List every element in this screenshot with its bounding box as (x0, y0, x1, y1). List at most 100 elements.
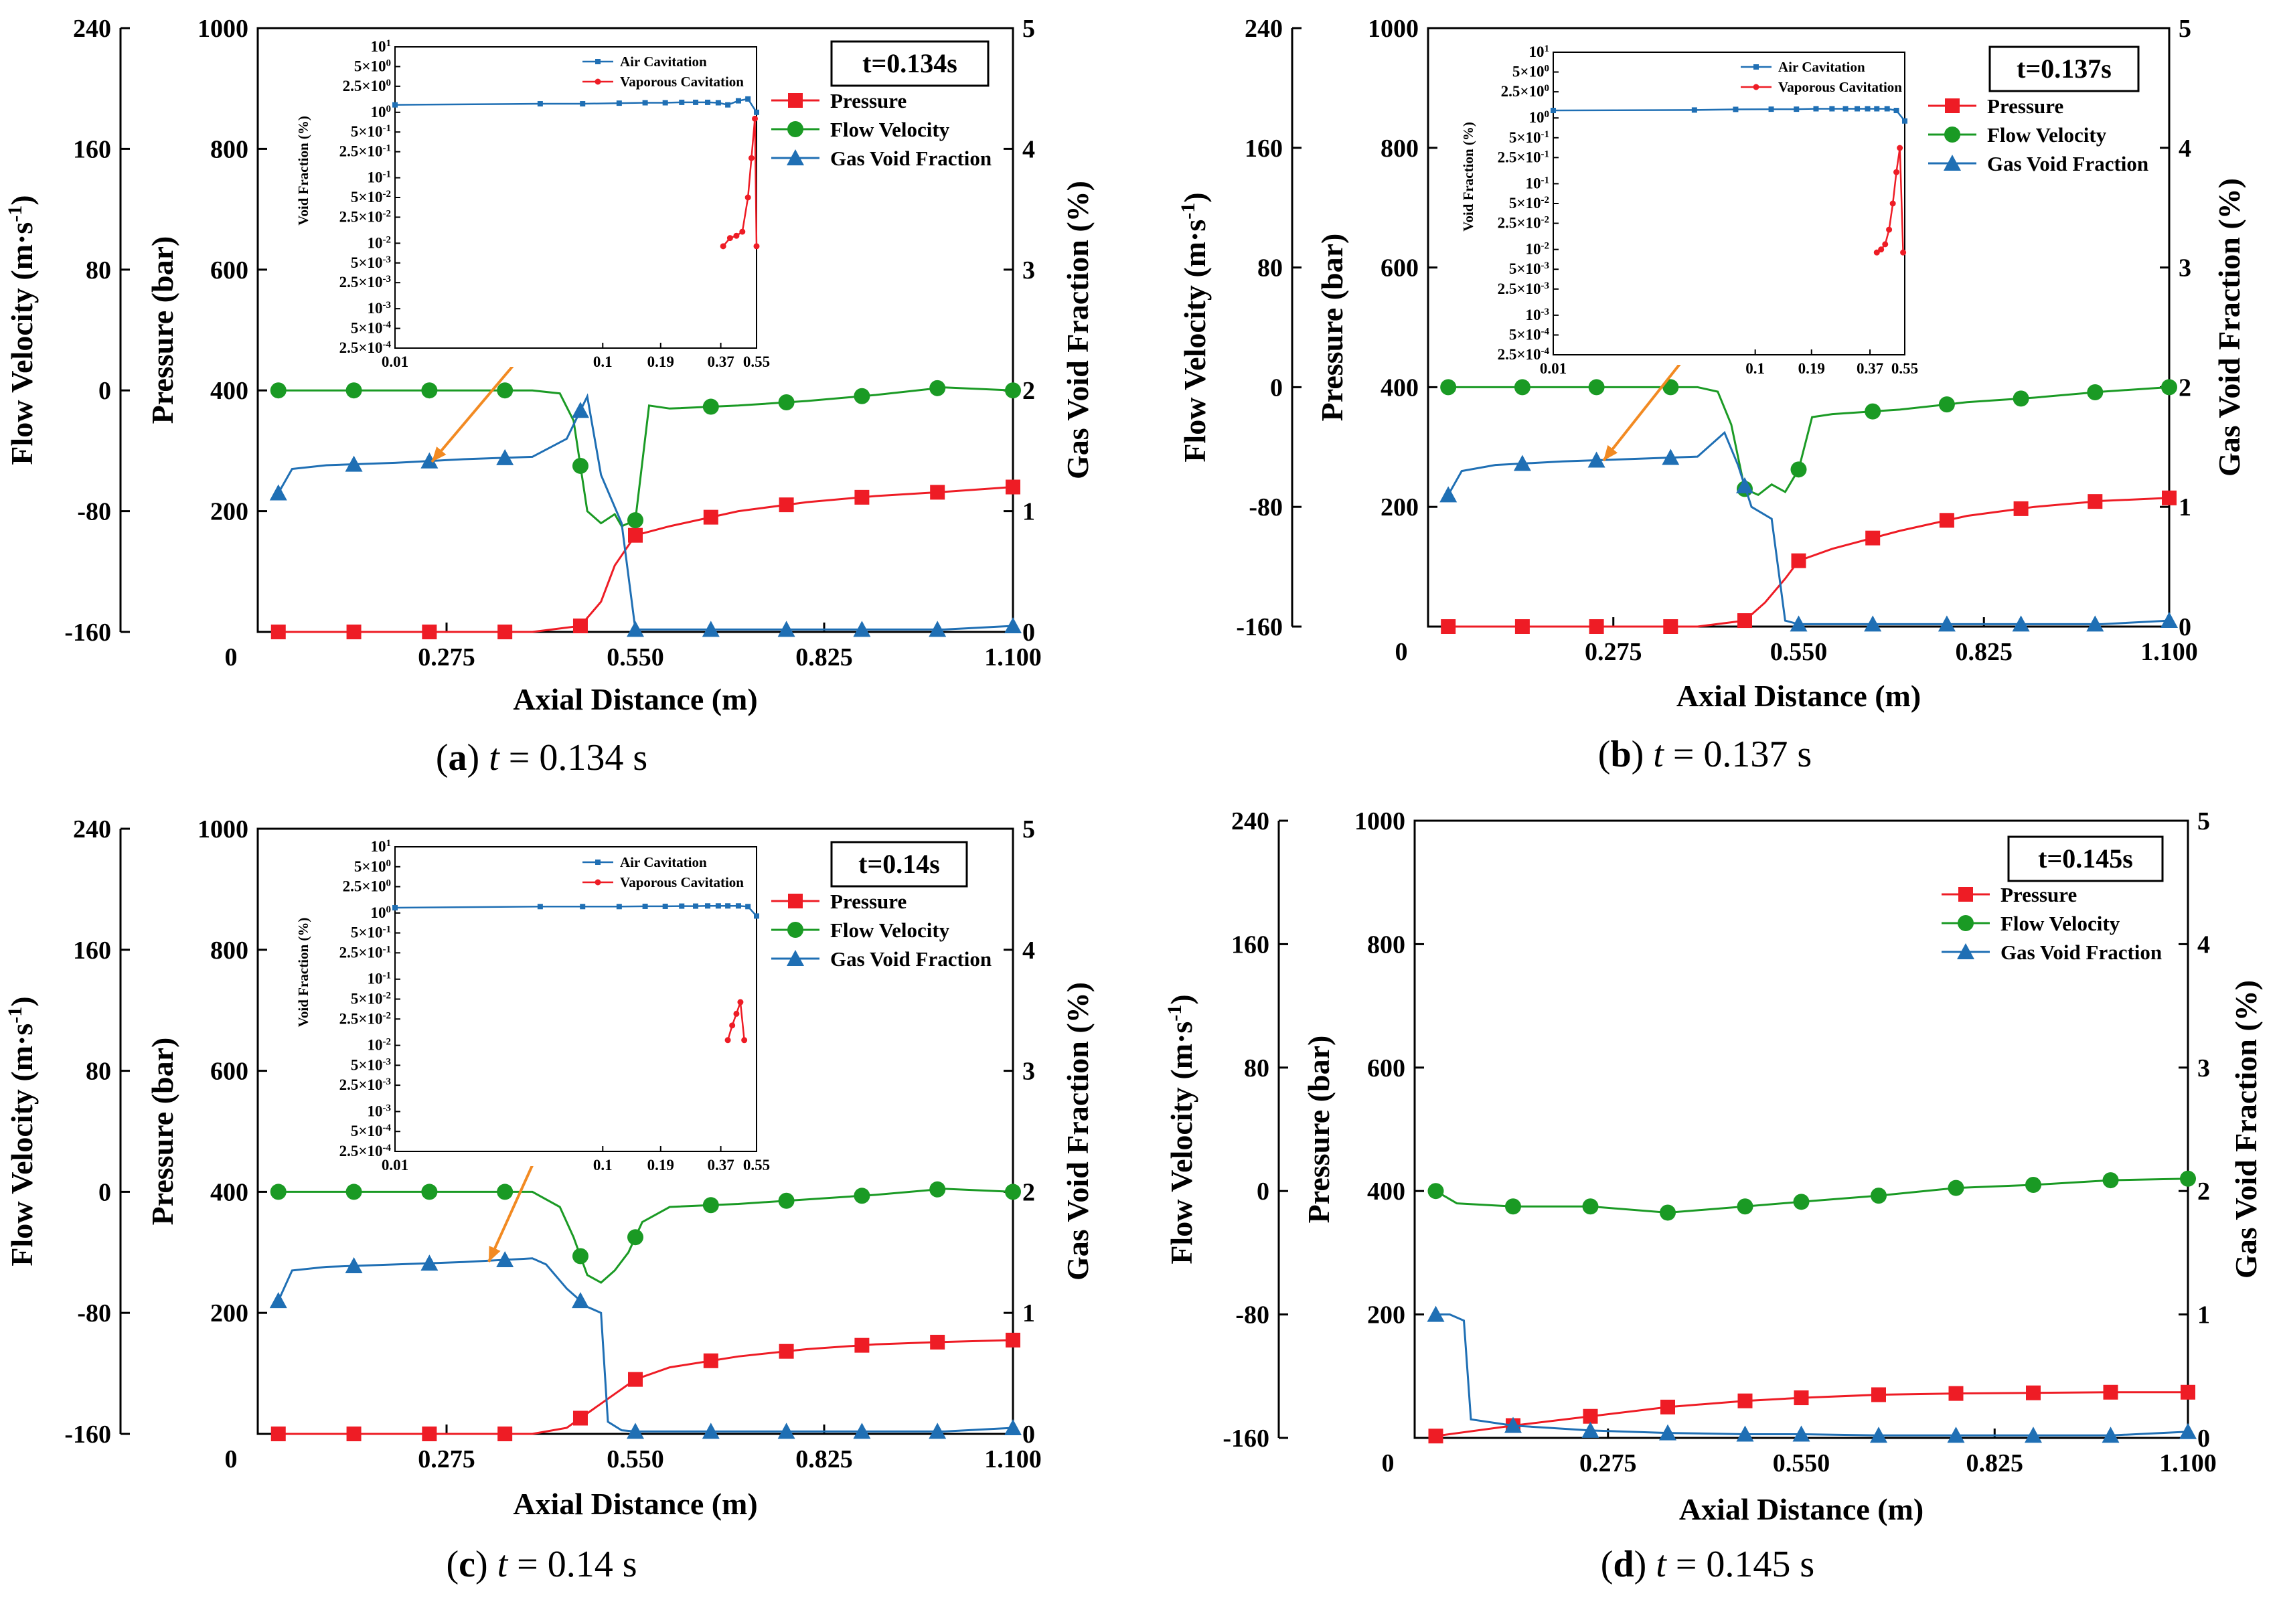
inset-air-marker (392, 905, 398, 911)
callout-arrowhead (1603, 444, 1618, 461)
void-marker (853, 621, 871, 637)
inset-y-tick-label: 2.5×10-4 (1498, 346, 1550, 363)
inset-y-tick-label: 10-2 (368, 1037, 392, 1054)
void-marker (571, 1292, 589, 1309)
x-tick-label: 0.550 (607, 1445, 664, 1473)
inset-y-tick-label: 5×10-3 (1509, 260, 1549, 277)
inset-x-tick-label: 0.01 (382, 353, 408, 370)
inset-vapor-marker (1878, 246, 1885, 253)
velocity-marker (345, 1184, 362, 1200)
pressure-marker (703, 1353, 718, 1368)
pressure-marker (1865, 530, 1881, 546)
inset-y-tick-label: 5×10-3 (351, 1056, 391, 1073)
inset-air-marker (745, 96, 751, 102)
inset-y-tick-label: 5×10-1 (351, 123, 391, 140)
void-series-line (1447, 430, 2170, 625)
legend-label: Pressure (830, 890, 907, 913)
inset-y-tick-label: 101 (1529, 44, 1550, 60)
inset-air-marker (1884, 106, 1890, 112)
time-label-box (1988, 46, 2140, 92)
inset-y-tick-label: 2.5×10-4 (339, 339, 392, 356)
inset-legend-label: Vaporous Cavitation (620, 74, 744, 90)
panel-caption: (c) t = 0.14 s (446, 1544, 637, 1585)
void-marker (2102, 1427, 2120, 1443)
inset-x-tick-label: 0.19 (647, 1157, 674, 1173)
velocity-marker (345, 382, 362, 399)
velocity-marker (1948, 1180, 1964, 1196)
inset-y-tick-label: 10-3 (1526, 307, 1550, 323)
inset-air-marker (662, 903, 668, 909)
inset-legend-label: Vaporous Cavitation (620, 874, 744, 890)
x-tick-label: 0.275 (1585, 638, 1642, 666)
pressure-tick-label: 600 (1367, 1054, 1405, 1082)
x-axis-title: Axial Distance (m) (513, 1487, 757, 1521)
void-marker (1004, 1418, 1022, 1435)
velocity-tick-label: 0 (98, 377, 111, 405)
inset-chart: 101 5×100 2.5×100 100 5×10-1 2.5×10-1 10-1 5×10… (295, 835, 770, 1173)
velocity-tick-label: -80 (77, 498, 111, 526)
velocity-marker (1440, 379, 1457, 396)
pressure-marker (1583, 1408, 1598, 1424)
velocity-marker (627, 1229, 643, 1246)
pressure-series-line (278, 486, 1014, 633)
panel-b: -160 -80 0 80 160 240 200 400 600 800 1000 0 1 2 3 4 5 0 0… (1177, 15, 2246, 775)
pressure-marker (930, 1334, 945, 1350)
inset-legend-marker (595, 59, 601, 64)
inset-vapor-marker (1882, 241, 1889, 248)
x-tick-label: 1.100 (984, 1445, 1042, 1473)
pressure-marker (1737, 1393, 1753, 1408)
inset-x-tick-label: 0.55 (743, 1157, 770, 1173)
void-marker (1944, 155, 1961, 171)
pressure-marker (1006, 479, 1020, 495)
void-tick-label: 3 (2197, 1054, 2210, 1082)
velocity-marker (1514, 379, 1530, 396)
time-label-box (2007, 835, 2164, 882)
inset-background (301, 35, 763, 367)
void-tick-label: 3 (1022, 256, 1035, 285)
pressure-tick-label: 1000 (1354, 807, 1405, 835)
void-marker (420, 452, 439, 469)
inset-air-marker (616, 100, 622, 106)
pressure-marker (1958, 887, 1973, 902)
void-marker (1427, 1305, 1445, 1322)
pressure-tick-label: 400 (1381, 374, 1419, 402)
void-marker (1957, 943, 1974, 959)
velocity-tick-label: 160 (1231, 930, 1269, 959)
inset-x-tick-label: 0.37 (707, 1157, 734, 1173)
inset-x-tick-label: 0.1 (1745, 360, 1765, 377)
inset-x-tick-label: 0.55 (743, 353, 770, 370)
inset-air-marker (1691, 107, 1697, 113)
void-tick-label: 1 (2197, 1301, 2210, 1329)
callout-arrow (430, 361, 517, 463)
inset-air-marker (1902, 118, 1907, 124)
velocity-marker (421, 1184, 438, 1200)
inset-vapor-marker (1873, 249, 1880, 256)
pressure-marker (1737, 613, 1752, 629)
pressure-tick-label: 800 (210, 135, 248, 163)
inset-x-tick-label: 0.1 (593, 1157, 613, 1173)
inset-y-tick-label: 2.5×10-3 (1498, 280, 1549, 297)
inset-vapor-marker (729, 1022, 736, 1029)
void-marker (627, 621, 644, 637)
inset-air-marker (1865, 106, 1871, 112)
inset-y-axis-title: Void Fraction (%) (295, 116, 311, 226)
void-marker (627, 1423, 644, 1439)
callout-arrowhead (432, 446, 447, 462)
velocity-marker (1944, 127, 1960, 143)
pressure-marker (1660, 1399, 1675, 1414)
void-tick-label: 0 (1022, 1420, 1035, 1449)
inset-chart: 101 5×100 2.5×100 100 5×10-1 2.5×10-1 10-1 5×10… (1460, 40, 1918, 377)
inset-x-tick-label: 0.37 (707, 353, 734, 370)
inset-y-tick-label: 5×100 (1512, 64, 1549, 80)
x-axis-title: Axial Distance (m) (513, 682, 757, 716)
velocity-marker (1582, 1198, 1599, 1215)
pressure-marker (497, 1427, 513, 1441)
velocity-marker (702, 398, 719, 415)
inset-legend-marker (595, 879, 601, 886)
inset-y-tick-label: 10-2 (1526, 241, 1550, 258)
void-tick-label: 0 (2179, 613, 2191, 641)
void-marker (1659, 1424, 1676, 1441)
velocity-marker (1871, 1188, 1887, 1204)
inset-vapor-marker (737, 999, 744, 1005)
legend-label: Flow Velocity (1987, 123, 2107, 147)
